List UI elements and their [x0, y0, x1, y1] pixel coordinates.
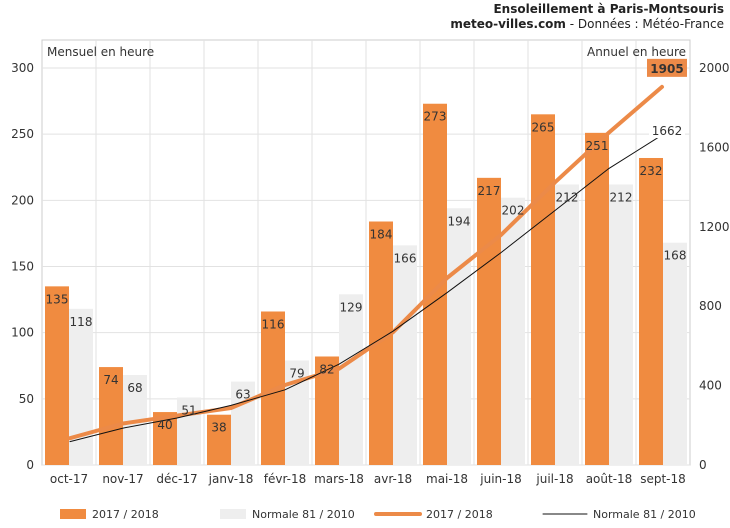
- bar-current: [531, 114, 555, 466]
- bar-normal-value: 51: [181, 404, 196, 418]
- legend-swatch: [220, 509, 246, 519]
- bar-normal-value: 168: [664, 249, 687, 263]
- bar-normal-value: 202: [502, 204, 525, 218]
- bar-normal-value: 118: [70, 315, 93, 329]
- bar-normal: [501, 197, 525, 466]
- bar-normal: [663, 242, 687, 465]
- x-tick-label: juil-18: [535, 472, 573, 486]
- bar-normal-value: 129: [340, 300, 363, 314]
- bar-normal-value: 79: [289, 366, 304, 380]
- bar-current-value: 135: [46, 292, 69, 306]
- x-tick-label: sept-18: [640, 472, 686, 486]
- data-source: - Données : Météo-France: [565, 17, 724, 31]
- right-tick-label: 1200: [699, 220, 730, 234]
- legend-label: 2017 / 2018: [426, 508, 493, 521]
- bar-current-value: 232: [640, 164, 663, 178]
- left-tick-label: 250: [11, 127, 34, 141]
- bar-normal-value: 63: [235, 388, 250, 402]
- bar-current: [99, 367, 123, 465]
- right-tick-label: 0: [699, 458, 707, 472]
- bar-current-value: 217: [478, 184, 501, 198]
- x-tick-label: juin-18: [479, 472, 521, 486]
- x-tick-label: avr-18: [374, 472, 412, 486]
- bar-current-value: 116: [262, 317, 285, 331]
- right-tick-label: 400: [699, 379, 722, 393]
- left-tick-label: 100: [11, 326, 34, 340]
- x-tick-label: août-18: [586, 472, 633, 486]
- x-tick-label: mars-18: [314, 472, 364, 486]
- left-tick-label: 300: [11, 61, 34, 75]
- bar-current: [207, 414, 231, 465]
- bar-normal: [177, 397, 201, 465]
- bar-normal: [69, 308, 93, 465]
- bar-normal-value: 212: [556, 190, 579, 204]
- bar-current-value: 251: [586, 139, 609, 153]
- bar-current-value: 40: [157, 418, 172, 432]
- normal-total-label: 1662: [652, 124, 683, 138]
- current-total-label: 1905: [650, 62, 683, 76]
- legend-label: Normale 81 / 2010: [593, 508, 696, 521]
- right-tick-label: 800: [699, 299, 722, 313]
- legend-label: Normale 81 / 2010: [252, 508, 355, 521]
- bar-normal: [609, 184, 633, 465]
- right-tick-label: 2000: [699, 61, 730, 75]
- bar-normal-value: 194: [448, 214, 471, 228]
- left-tick-label: 200: [11, 193, 34, 207]
- left-tick-label: 50: [19, 392, 34, 406]
- normal-total-box: [649, 122, 685, 139]
- bar-current-value: 273: [424, 110, 447, 124]
- bar-normal-value: 68: [127, 381, 142, 395]
- bar-current: [45, 286, 69, 465]
- bar-normal: [231, 381, 255, 465]
- chart-title: Ensoleillement à Paris-Montsouris: [493, 2, 724, 16]
- line-cumulative-current: [68, 84, 664, 441]
- bar-current-value: 265: [532, 120, 555, 134]
- x-tick-label: janv-18: [208, 472, 254, 486]
- x-tick-label: févr-18: [264, 472, 306, 486]
- bar-normal: [447, 208, 471, 466]
- bar-current: [585, 132, 609, 466]
- current-total-box: [647, 58, 687, 77]
- bar-current: [477, 177, 501, 465]
- left-tick-label: 0: [26, 458, 34, 472]
- legend-label: 2017 / 2018: [92, 508, 159, 521]
- bar-normal-value: 166: [394, 251, 417, 265]
- bar-current-value: 184: [370, 228, 393, 242]
- bar-current-value: 74: [103, 373, 118, 387]
- bar-current-value: 82: [319, 362, 334, 376]
- bar-current: [153, 412, 177, 465]
- bar-current-value: 38: [211, 421, 226, 435]
- site-name: meteo-villes.com: [450, 17, 566, 31]
- bar-normal: [339, 294, 363, 465]
- x-tick-label: nov-17: [102, 472, 143, 486]
- x-tick-label: déc-17: [156, 472, 197, 486]
- legend-swatch: [60, 509, 86, 519]
- right-tick-label: 1600: [699, 140, 730, 154]
- left-axis-label: Mensuel en heure: [47, 45, 154, 59]
- chart-subtitle: meteo-villes.com - Données : Météo-Franc…: [450, 17, 724, 32]
- x-tick-label: oct-17: [50, 472, 88, 486]
- bar-normal: [393, 245, 417, 465]
- line-cumulative-normal: [69, 134, 663, 443]
- right-axis-label: Annuel en heure: [587, 45, 686, 59]
- bar-normal: [555, 184, 579, 465]
- x-tick-label: mai-18: [426, 472, 468, 486]
- bar-current: [639, 157, 663, 465]
- left-tick-label: 150: [11, 260, 34, 274]
- bar-normal-value: 212: [610, 190, 633, 204]
